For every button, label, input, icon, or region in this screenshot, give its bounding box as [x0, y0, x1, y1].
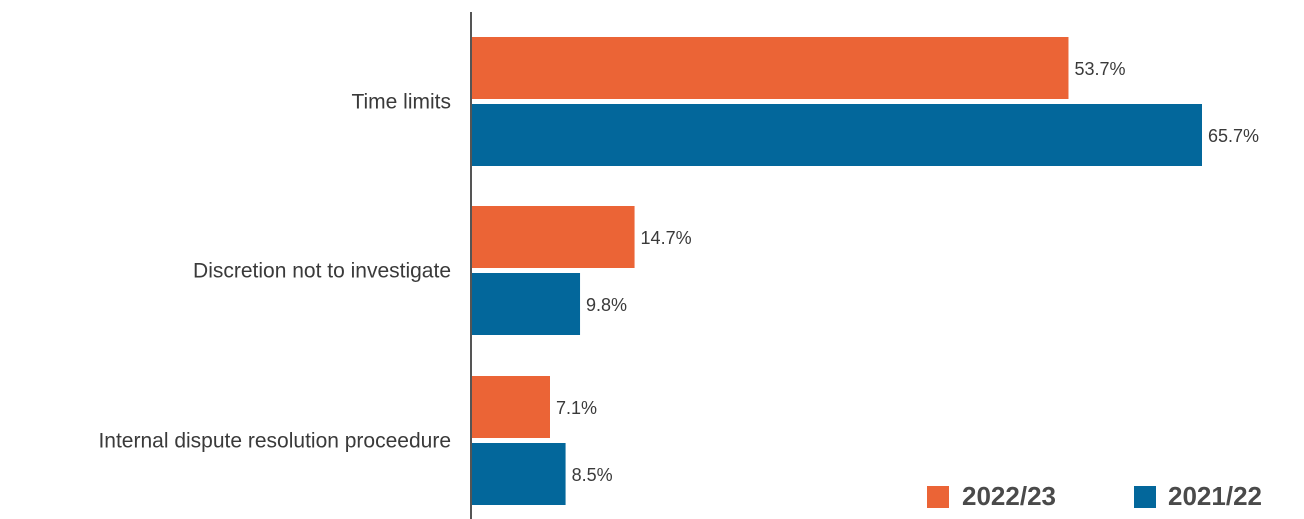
- bar-time-limits-2021-22: [471, 104, 1202, 166]
- bars-group: [471, 37, 1202, 505]
- value-label-internal-dispute-resolution-proceedure-2021-22: 8.5%: [572, 465, 613, 485]
- bar-discretion-not-to-investigate-2022-23: [471, 206, 635, 268]
- category-label-discretion-not-to-investigate: Discretion not to investigate: [193, 260, 451, 283]
- value-label-discretion-not-to-investigate-2021-22: 9.8%: [586, 295, 627, 315]
- legend: 2022/23 2021/22: [927, 481, 1262, 511]
- legend-swatch-2021-22: [1134, 486, 1156, 508]
- legend-label-2021-22: 2021/22: [1168, 481, 1262, 511]
- bar-internal-dispute-resolution-proceedure-2022-23: [471, 376, 550, 438]
- value-label-time-limits-2022-23: 53.7%: [1074, 59, 1125, 79]
- bar-time-limits-2022-23: [471, 37, 1069, 99]
- value-label-discretion-not-to-investigate-2022-23: 14.7%: [641, 228, 692, 248]
- category-label-internal-dispute-resolution-proceedure: Internal dispute resolution proceedure: [98, 430, 451, 453]
- category-label-time-limits: Time limits: [351, 91, 451, 114]
- bar-discretion-not-to-investigate-2021-22: [471, 273, 581, 335]
- value-labels-group: 53.7% 65.7% 14.7% 9.8% 7.1% 8.5%: [556, 59, 1259, 485]
- legend-label-2022-23: 2022/23: [962, 481, 1056, 511]
- bar-internal-dispute-resolution-proceedure-2021-22: [471, 443, 566, 505]
- legend-swatch-2022-23: [927, 486, 949, 508]
- value-label-internal-dispute-resolution-proceedure-2022-23: 7.1%: [556, 398, 597, 418]
- value-label-time-limits-2021-22: 65.7%: [1208, 126, 1259, 146]
- category-labels-group: Time limits Discretion not to investigate…: [98, 91, 451, 453]
